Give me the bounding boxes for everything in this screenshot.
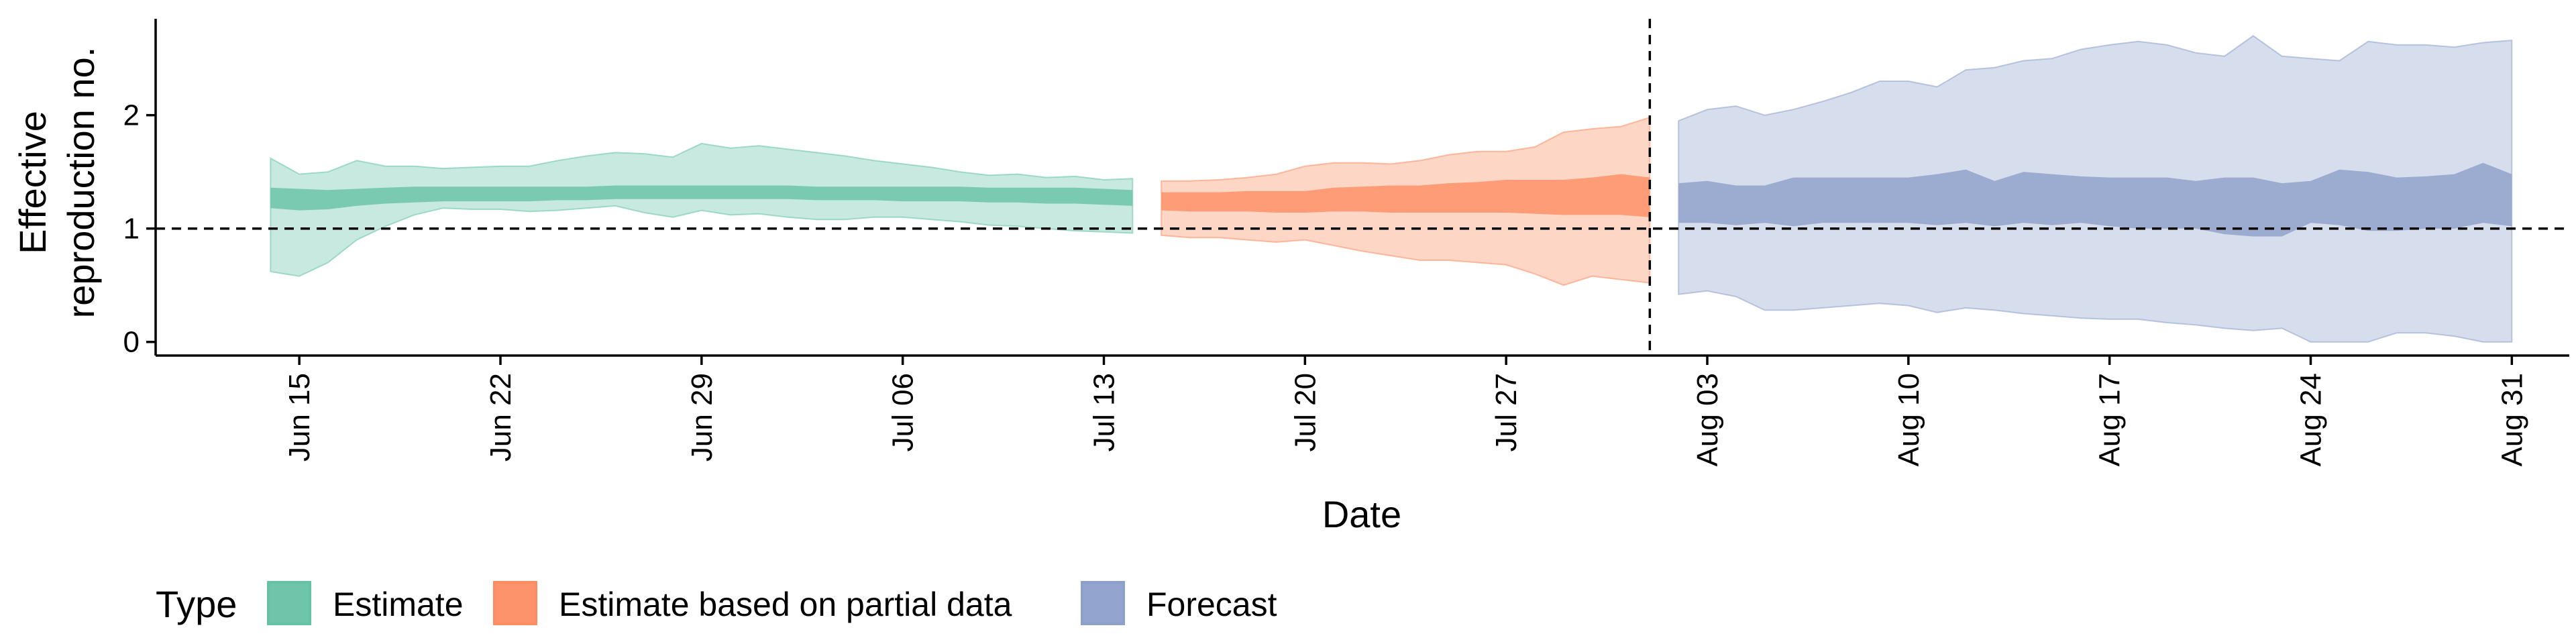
- y-axis-title-line-2: reproduction no.: [60, 47, 102, 319]
- legend-label-3: Forecast: [1146, 586, 1277, 623]
- reference-lines: [156, 19, 2569, 356]
- x-tick-label: Aug 10: [1892, 373, 1925, 466]
- x-tick-label: Aug 31: [2496, 373, 2528, 466]
- y-axis-title-line-1: Effective: [11, 111, 54, 254]
- legend-key-1: [267, 581, 311, 625]
- x-tick-label: Jul 06: [887, 373, 920, 451]
- forecast-50-interval: [1678, 162, 2512, 237]
- x-tick-label: Jun 15: [283, 373, 316, 462]
- x-tick-label: Aug 17: [2094, 373, 2127, 466]
- legend-key-3: [1081, 581, 1125, 625]
- x-tick-label: Aug 03: [1691, 373, 1724, 466]
- x-tick-label: Jul 13: [1088, 373, 1121, 451]
- y-axis-title: Effective reproduction no.: [11, 47, 102, 319]
- x-axis-title: Date: [1322, 493, 1401, 535]
- estimate-based-on-partial-data-50-interval: [1161, 174, 1650, 217]
- x-tick-label: Aug 24: [2295, 373, 2328, 466]
- axes-layer: 0 1 2 Jun 15 Jun 22 Jun 29 Jul 06 Jul 13 Jul 20 J…: [123, 19, 2569, 466]
- x-tick-label: Jul 27: [1490, 373, 1523, 451]
- legend-label-2: Estimate based on partial data: [559, 586, 1012, 623]
- x-tick-label: Jul 20: [1289, 373, 1322, 451]
- estimate-90-interval: [270, 142, 1134, 277]
- y-tick-label: 2: [123, 99, 140, 132]
- legend-label-1: Estimate: [333, 586, 464, 623]
- y-tick-label: 0: [123, 326, 140, 359]
- legend: Type Estimate Estimate based on partial d…: [156, 581, 1277, 625]
- ribbon-layer: [270, 35, 2513, 343]
- legend-title: Type: [156, 583, 237, 625]
- x-tick-label: Jun 29: [686, 373, 718, 462]
- x-tick-label: Jun 22: [484, 373, 517, 462]
- legend-key-2: [493, 581, 537, 625]
- y-tick-label: 1: [123, 213, 140, 246]
- estimate-50-interval: [270, 185, 1133, 211]
